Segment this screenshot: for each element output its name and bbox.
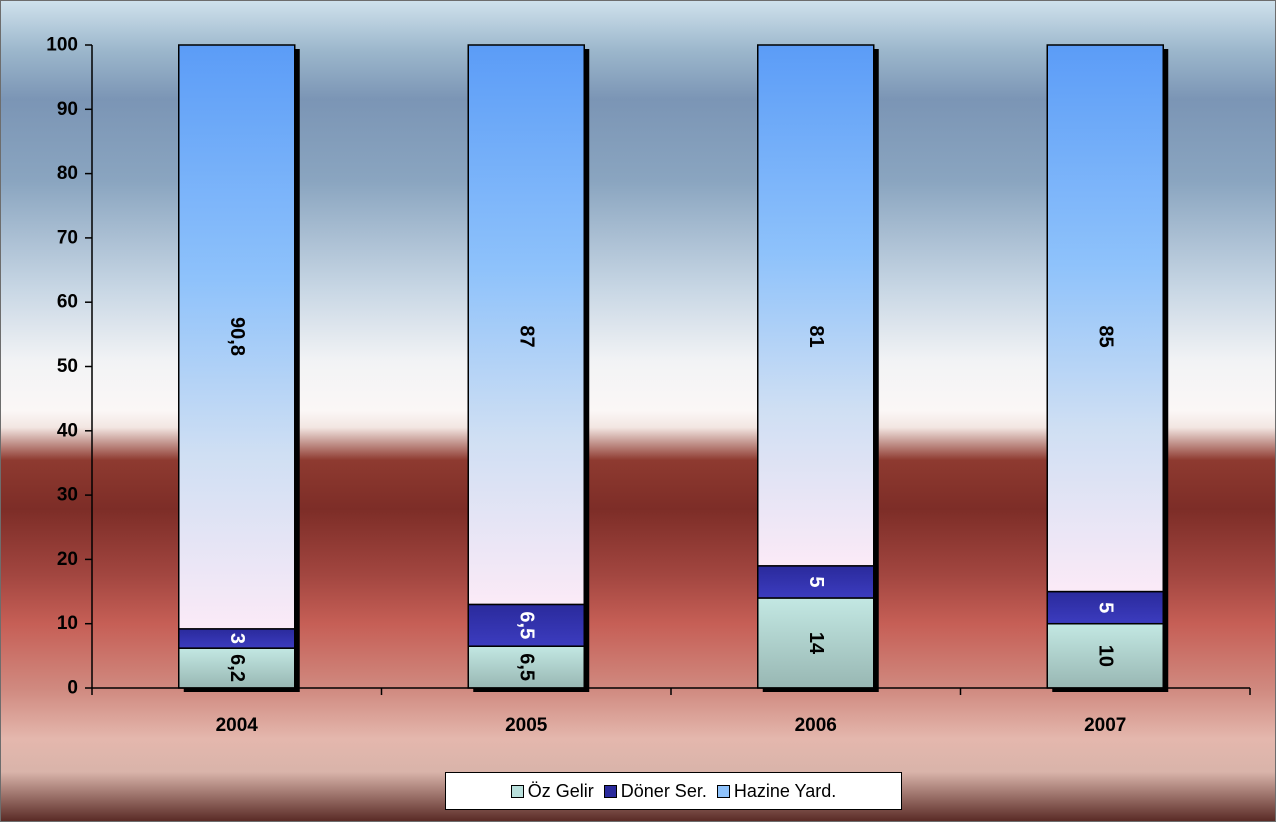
data-label: 10 <box>1094 645 1116 667</box>
bar-segment <box>467 603 585 647</box>
legend-swatch-hazine-yard <box>716 784 730 798</box>
chart-legend: Öz Gelir Döner Ser. Hazine Yard. <box>445 772 902 810</box>
data-label: 14 <box>805 632 827 655</box>
y-tick-label: 90 <box>57 99 78 120</box>
x-tick-label: 2007 <box>1084 715 1126 736</box>
y-tick-label: 10 <box>57 613 78 634</box>
y-tick-label: 100 <box>46 35 78 56</box>
bar-segment <box>1046 44 1164 593</box>
data-label: 5 <box>805 576 827 587</box>
y-tick-label: 0 <box>67 678 78 699</box>
data-label: 6,2 <box>226 654 248 682</box>
bar-segment <box>467 645 585 689</box>
data-label: 87 <box>515 325 537 347</box>
x-tick-label: 2005 <box>505 715 548 736</box>
y-tick-label: 20 <box>57 549 78 570</box>
x-tick-label: 2004 <box>216 715 259 736</box>
y-tick-label: 30 <box>57 485 78 506</box>
legend-item-doner-ser: Döner Ser. <box>603 780 707 802</box>
bar-segment <box>178 647 296 689</box>
y-tick-label: 80 <box>57 163 78 184</box>
y-tick-label: 60 <box>57 292 78 313</box>
data-label: 90,8 <box>226 317 248 356</box>
data-label: 81 <box>805 325 827 347</box>
bar-segment <box>757 44 875 567</box>
legend-label-hazine-yard: Hazine Yard. <box>733 780 837 801</box>
data-label: 3 <box>226 633 248 644</box>
bar-segment <box>467 44 585 606</box>
legend-swatch-doner-ser <box>603 784 617 798</box>
legend-item-oz-gelir: Öz Gelir <box>510 780 594 802</box>
data-label: 6,5 <box>515 653 537 681</box>
x-tick-label: 2006 <box>795 715 837 736</box>
data-label: 85 <box>1094 325 1116 347</box>
data-label: 5 <box>1094 602 1116 613</box>
legend-label-doner-ser: Döner Ser. <box>620 780 707 801</box>
y-tick-label: 40 <box>57 420 78 441</box>
bar-segment <box>178 44 296 630</box>
y-tick-label: 70 <box>57 227 78 248</box>
y-tick-label: 50 <box>57 356 78 377</box>
bar-segment <box>1046 622 1164 689</box>
legend-label-oz-gelir: Öz Gelir <box>527 780 594 801</box>
legend-item-hazine-yard: Hazine Yard. <box>716 780 837 802</box>
legend-swatch-oz-gelir <box>510 784 524 798</box>
data-label: 6,5 <box>515 611 537 639</box>
